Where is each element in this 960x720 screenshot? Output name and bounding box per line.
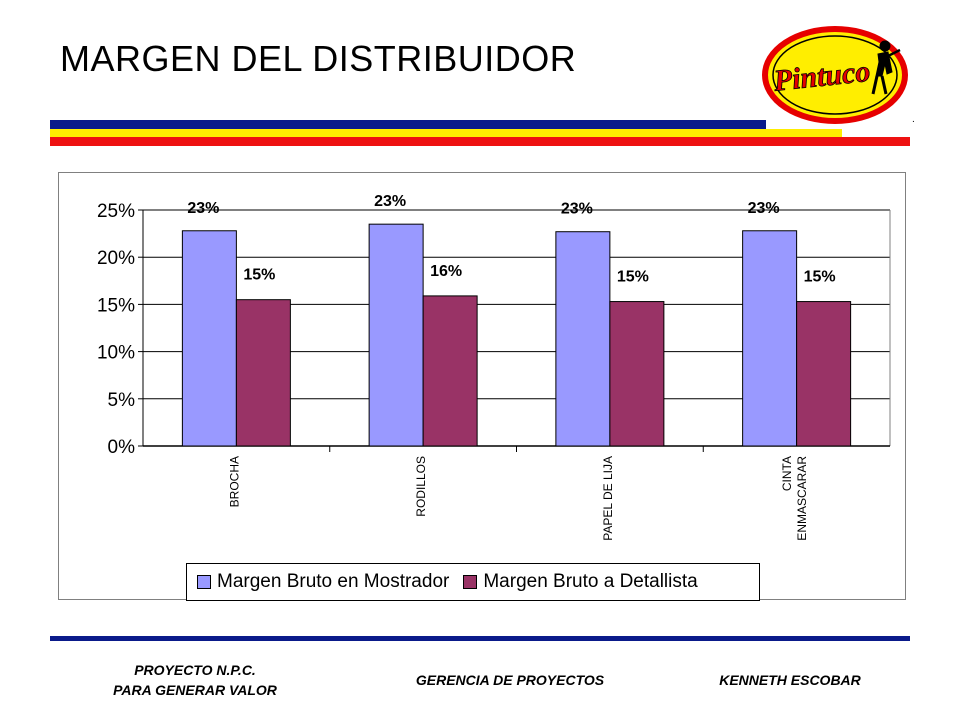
legend-label-detallista: Margen Bruto a Detallista — [483, 571, 698, 592]
bar-mostrador — [368, 223, 424, 447]
bar-detallista — [422, 295, 478, 447]
footer-project-line1: PROYECTO N.P.C. — [134, 662, 256, 678]
footer-project-line2: PARA GENERAR VALOR — [113, 682, 277, 698]
header-stripe-yellow — [50, 129, 842, 137]
legend-item-mostrador: Margen Bruto en Mostrador — [197, 571, 449, 593]
bar-detallista — [796, 301, 852, 447]
chart-legend: Margen Bruto en Mostrador Margen Bruto a… — [186, 563, 760, 601]
y-tick-label: 20% — [97, 248, 135, 269]
data-label: 15% — [243, 267, 275, 284]
bar-mostrador — [181, 230, 237, 447]
data-label: 16% — [430, 263, 462, 280]
y-tick-label: 5% — [108, 390, 136, 411]
footer-stripe-navy — [50, 636, 910, 641]
y-tick-label: 0% — [108, 437, 136, 458]
y-tick-label: 15% — [97, 295, 135, 316]
data-label: 15% — [617, 269, 649, 286]
x-tick-label: RODILLOS — [414, 456, 428, 517]
pintuco-logo: Pintuco . — [762, 26, 915, 125]
footer-department: GERENCIA DE PROYECTOS — [415, 672, 605, 688]
page-title: MARGEN DEL DISTRIBUIDOR — [60, 38, 577, 79]
data-label: 15% — [804, 269, 836, 286]
x-tick-label: CINTA — [780, 456, 794, 491]
legend-swatch-detallista — [463, 575, 478, 589]
legend-item-detallista: Margen Bruto a Detallista — [463, 571, 698, 593]
bar-detallista — [609, 301, 665, 447]
x-tick-label: ENMASCARAR — [795, 456, 809, 541]
logo-painter-icon — [871, 40, 901, 95]
header-stripe-navy — [50, 120, 766, 129]
data-label: 23% — [374, 193, 406, 210]
footer-project: PROYECTO N.P.C. PARA GENERAR VALOR — [80, 660, 310, 700]
bar-mostrador — [742, 230, 798, 447]
x-tick-label: BROCHA — [227, 456, 241, 507]
bar-detallista — [235, 299, 291, 447]
legend-label-mostrador: Margen Bruto en Mostrador — [217, 571, 450, 592]
legend-swatch-mostrador — [197, 575, 211, 589]
data-label: 23% — [561, 201, 593, 218]
data-label: 23% — [187, 200, 219, 217]
logo-trademark-dot: . — [912, 114, 915, 125]
x-tick-label: PAPEL DE LIJA — [601, 456, 615, 541]
y-tick-label: 25% — [97, 201, 135, 222]
header-stripe-red — [50, 137, 910, 146]
footer-author: KENNETH ESCOBAR — [719, 672, 861, 688]
bar-mostrador — [555, 231, 611, 447]
logo-ring — [762, 26, 908, 124]
y-tick-label: 10% — [97, 343, 135, 364]
data-label: 23% — [748, 200, 780, 217]
